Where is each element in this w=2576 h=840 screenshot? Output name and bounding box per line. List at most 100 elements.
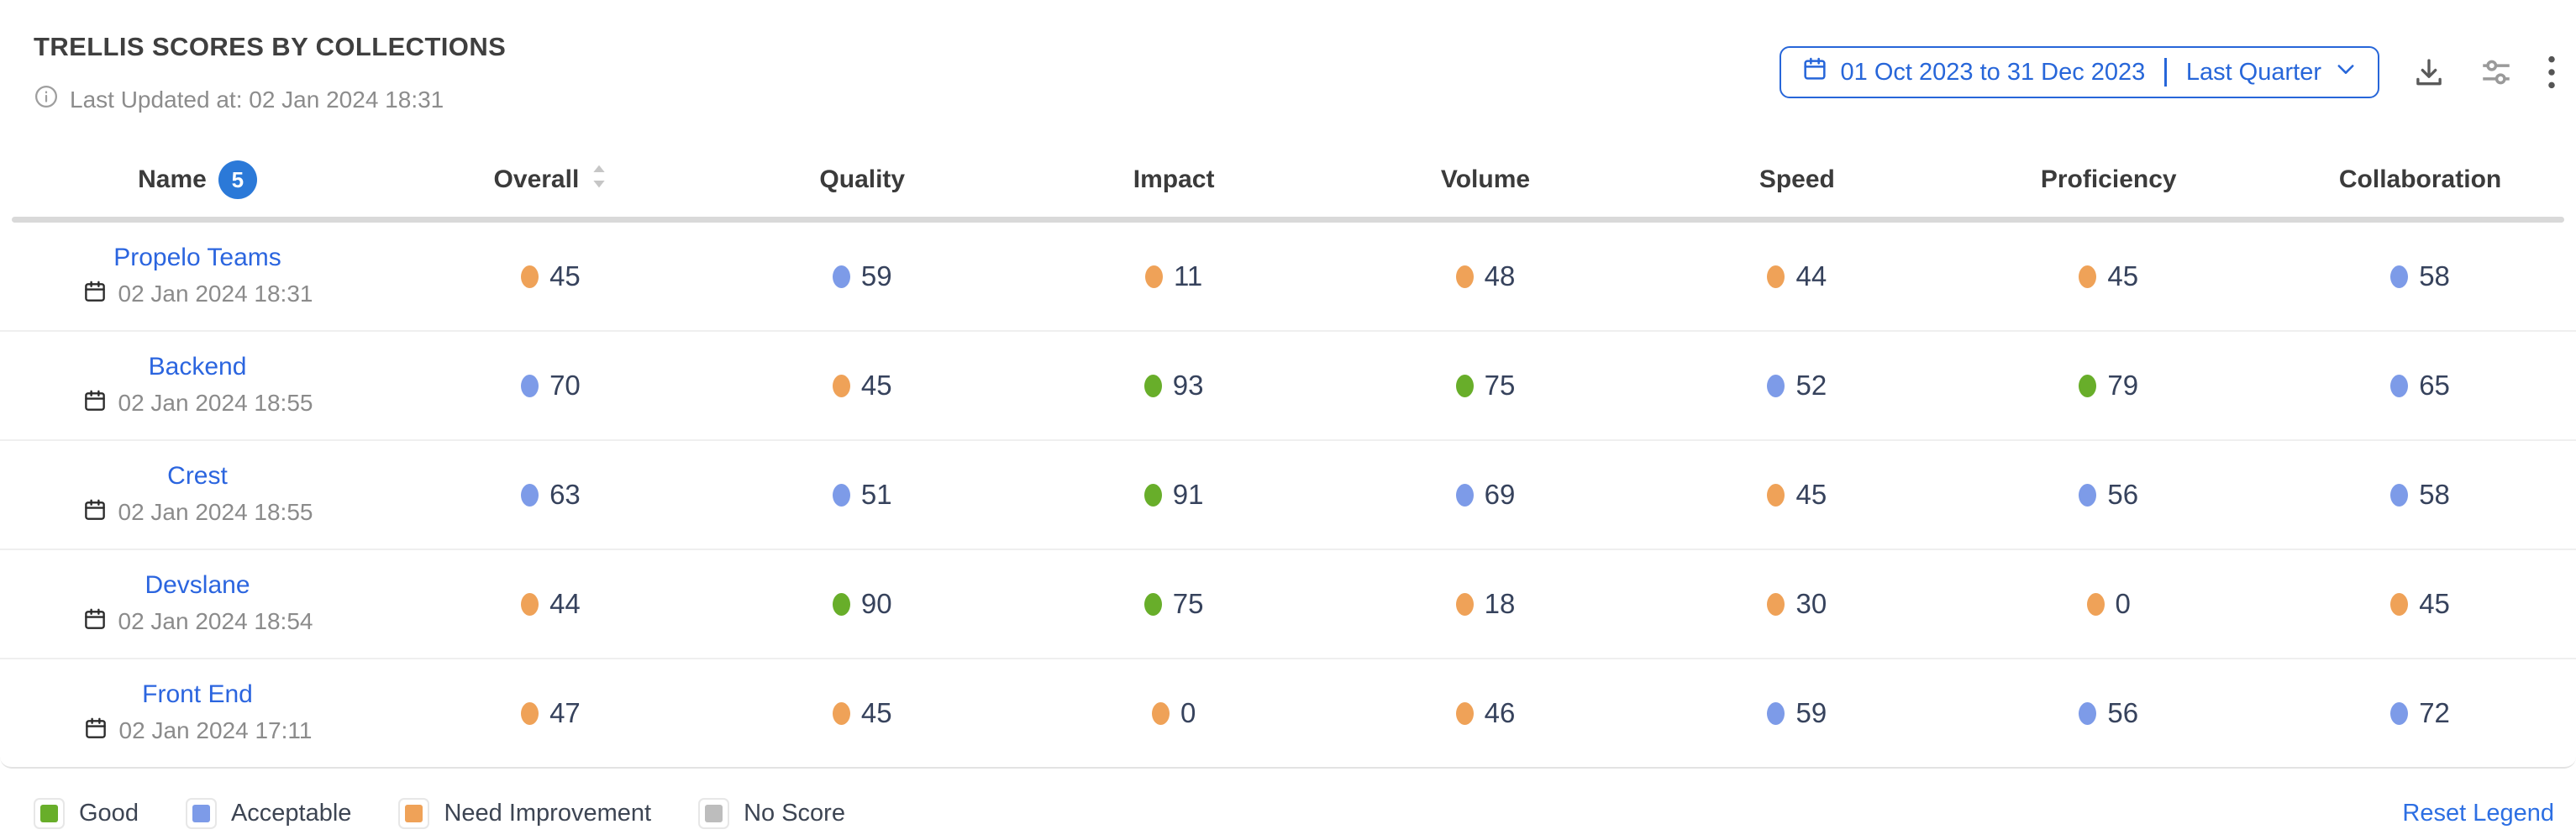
date-range-divider [2164,58,2167,87]
row-updated-text: 02 Jan 2024 18:55 [118,390,313,416]
score-cell-collaboration: 72 [2264,697,2576,729]
score-cell-speed: 59 [1641,697,1953,729]
legend-label: Good [79,799,139,827]
column-header-collaboration: Collaboration [2264,165,2576,194]
legend-checkbox [34,797,65,829]
date-range-text: 01 Oct 2023 to 31 Dec 2023 [1840,58,2146,86]
score-value: 45 [860,697,892,728]
score-cell-overall: 47 [395,697,707,729]
column-header-speed: Speed [1641,165,1953,194]
score-status-dot [1767,265,1785,288]
row-updated-text: 02 Jan 2024 18:55 [118,499,313,525]
collection-link[interactable]: Devslane [145,570,250,599]
legend-item-good[interactable]: Good [34,797,139,829]
table-row: Propelo Teams 02 Jan 2024 18:31 45 59 11 48 44… [0,223,2576,332]
score-value: 18 [1484,588,1516,619]
score-status-dot [1143,483,1162,507]
score-value: 75 [1172,588,1204,619]
score-cell-impact: 0 [1018,697,1330,729]
row-updated-text: 02 Jan 2024 18:31 [118,281,313,307]
score-value: 44 [549,588,581,619]
collection-link[interactable]: Backend [148,352,247,381]
score-cell-volume: 48 [1330,260,1642,292]
score-status-dot [1145,265,1163,288]
score-status-dot [832,374,850,397]
chevron-down-icon [2334,57,2358,87]
score-status-dot [2086,592,2105,616]
score-value: 59 [1795,697,1827,728]
score-value: 45 [1795,479,1827,510]
score-value: 45 [860,370,892,401]
reset-legend-link[interactable]: Reset Legend [2402,799,2554,827]
score-status-dot [1767,701,1785,725]
kebab-menu-icon[interactable] [2546,54,2558,91]
score-cell-proficiency: 45 [1953,260,2264,292]
score-legend: Good Acceptable Need Improvement No Score Re… [34,786,2554,840]
column-header-label: Quality [819,165,906,193]
score-cell-quality: 45 [707,697,1018,729]
row-updated: 02 Jan 2024 17:11 [83,716,313,747]
table-row: Backend 02 Jan 2024 18:55 70 45 93 75 52 79 65 [0,332,2576,441]
column-header-label: Speed [1759,165,1835,193]
column-header-label: Overall [493,165,580,193]
score-value: 0 [1180,697,1196,728]
score-status-dot [2079,265,2097,288]
score-value: 79 [2107,370,2139,401]
last-updated: Last Updated at: 02 Jan 2024 18:31 [34,84,444,115]
calendar-icon [1801,55,1828,89]
score-status-dot [2390,701,2409,725]
last-updated-text: Last Updated at: 02 Jan 2024 18:31 [70,86,444,113]
column-header-label: Impact [1133,165,1215,193]
score-cell-proficiency: 56 [1953,697,2264,729]
score-cell-impact: 11 [1018,260,1330,292]
column-header-volume: Volume [1330,165,1642,194]
score-value: 56 [2107,479,2139,510]
score-status-dot [1151,701,1170,725]
score-status-dot [2390,592,2409,616]
download-icon[interactable] [2411,55,2447,90]
score-cell-overall: 45 [395,260,707,292]
column-header-label: Collaboration [2338,165,2502,193]
legend-item-acceptable[interactable]: Acceptable [185,797,351,829]
score-status-dot [521,265,539,288]
score-cell-impact: 91 [1018,479,1330,511]
legend-label: Need Improvement [444,799,652,827]
name-cell: Front End 02 Jan 2024 17:11 [0,680,395,747]
score-status-dot [832,701,850,725]
collection-link[interactable]: Crest [167,461,228,490]
score-status-dot [2079,374,2097,397]
collection-link[interactable]: Propelo Teams [113,243,281,271]
calendar-icon [82,606,108,638]
score-value: 48 [1484,260,1516,291]
collection-link[interactable]: Front End [142,680,253,708]
score-status-dot [521,483,539,507]
score-value: 45 [549,260,581,291]
info-icon [34,84,59,115]
score-status-dot [2390,265,2409,288]
row-updated: 02 Jan 2024 18:31 [82,279,313,310]
score-status-dot [832,592,850,616]
score-status-dot [1143,592,1162,616]
score-value: 63 [549,479,581,510]
score-cell-overall: 70 [395,370,707,402]
legend-color-swatch [192,804,210,822]
score-value: 58 [2419,479,2450,510]
column-header-proficiency: Proficiency [1953,165,2264,194]
score-value: 11 [1174,260,1203,291]
legend-item-no-score[interactable]: No Score [698,797,845,829]
legend-item-need-improvement[interactable]: Need Improvement [398,797,652,829]
score-cell-volume: 18 [1330,588,1642,620]
column-header-overall[interactable]: Overall [395,162,707,197]
legend-color-swatch [705,804,723,822]
date-preset-text[interactable]: Last Quarter [2185,58,2321,86]
name-cell: Devslane 02 Jan 2024 18:54 [0,571,395,638]
score-cell-volume: 46 [1330,697,1642,729]
date-range-picker[interactable]: 01 Oct 2023 to 31 Dec 2023 Last Quarter [1779,46,2379,98]
score-value: 75 [1484,370,1516,401]
settings-sliders-icon[interactable] [2479,55,2514,90]
row-updated-text: 02 Jan 2024 17:11 [118,717,313,743]
sort-caret-icon[interactable] [591,162,607,197]
score-status-dot [1455,265,1474,288]
score-status-dot [1455,483,1474,507]
legend-label: No Score [744,799,845,827]
